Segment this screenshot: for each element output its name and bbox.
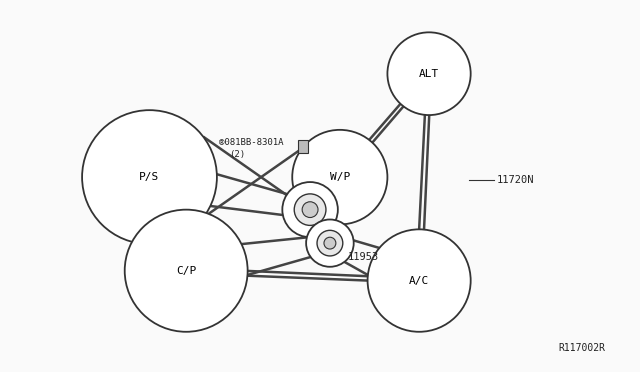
Text: 11720N: 11720N xyxy=(497,175,534,185)
Text: W/P: W/P xyxy=(330,172,350,182)
Text: (2): (2) xyxy=(228,150,245,159)
Text: ALT: ALT xyxy=(419,69,439,79)
Text: R117002R: R117002R xyxy=(558,343,605,353)
Circle shape xyxy=(302,202,318,218)
Text: 11953: 11953 xyxy=(348,252,379,262)
Circle shape xyxy=(282,182,338,237)
FancyBboxPatch shape xyxy=(298,140,308,154)
Circle shape xyxy=(306,219,354,267)
Circle shape xyxy=(294,194,326,225)
Circle shape xyxy=(324,237,336,249)
Text: ®081BB-8301A: ®081BB-8301A xyxy=(219,138,284,147)
Circle shape xyxy=(82,110,217,244)
Text: A/C: A/C xyxy=(409,276,429,286)
Text: P/S: P/S xyxy=(140,172,159,182)
Circle shape xyxy=(387,32,470,115)
Circle shape xyxy=(292,130,387,224)
Circle shape xyxy=(125,210,248,332)
Text: C/P: C/P xyxy=(176,266,196,276)
Circle shape xyxy=(367,230,470,332)
Circle shape xyxy=(317,230,343,256)
